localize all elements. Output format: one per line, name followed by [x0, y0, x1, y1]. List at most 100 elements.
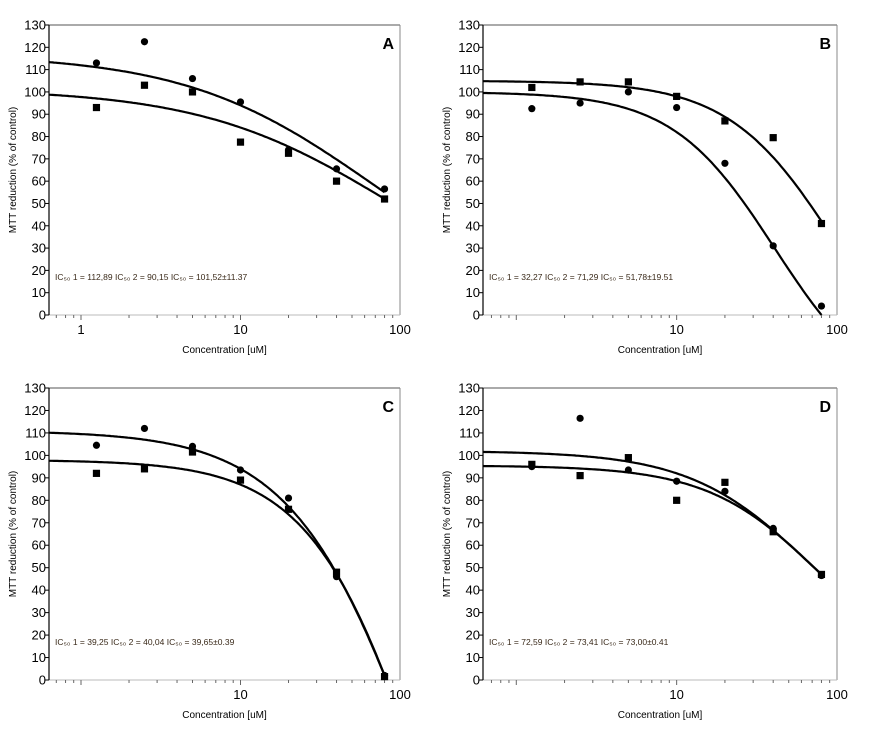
- y-tick-label: 100: [24, 84, 46, 99]
- y-tick-label: 90: [466, 470, 480, 485]
- data-point-square: [236, 138, 245, 146]
- data-point-circle: [721, 487, 729, 495]
- data-point-square: [576, 78, 584, 86]
- panel-label: D: [819, 399, 831, 416]
- y-tick-label: 20: [32, 263, 46, 278]
- y-tick-label: 60: [32, 538, 46, 553]
- data-point-circle: [817, 302, 826, 310]
- data-point-square: [380, 195, 389, 203]
- y-tick-label: 110: [459, 425, 480, 440]
- data-point-circle: [380, 185, 389, 193]
- y-tick-label: 60: [466, 174, 480, 189]
- data-point-square: [236, 476, 245, 484]
- y-tick-label: 30: [32, 241, 46, 256]
- data-point-square: [817, 570, 826, 579]
- data-point-circle: [624, 466, 632, 474]
- data-point-square: [576, 472, 584, 480]
- y-tick-label: 10: [466, 285, 480, 300]
- data-point-square: [92, 103, 101, 112]
- x-tick-label: 10: [233, 687, 247, 702]
- x-tick-label: 100: [826, 322, 848, 337]
- data-point-square: [528, 460, 536, 468]
- data-point-circle: [673, 103, 681, 112]
- y-tick-label: 100: [458, 448, 480, 463]
- y-tick-label: 0: [39, 308, 46, 323]
- data-point-circle: [188, 74, 197, 83]
- x-tick-label: 100: [389, 687, 411, 702]
- panel-label: A: [382, 36, 394, 53]
- y-tick-label: 0: [473, 673, 480, 688]
- x-axis-label: Concentration [uM]: [182, 345, 267, 356]
- ic50-annotation: IC₅₀ 1 = 32,27 IC₅₀ 2 = 71,29 IC₅₀ = 51,…: [489, 272, 673, 282]
- y-tick-label: 110: [459, 62, 480, 77]
- x-tick-label: 10: [233, 322, 247, 337]
- x-tick-label: 10: [669, 687, 683, 702]
- y-tick-label: 90: [466, 107, 480, 122]
- data-point-square: [769, 528, 777, 536]
- data-point-circle: [528, 105, 536, 113]
- y-tick-label: 30: [466, 241, 480, 256]
- y-tick-label: 10: [466, 650, 480, 665]
- y-tick-label: 50: [466, 196, 480, 211]
- y-axis-label: MTT reduction (% of control): [8, 107, 19, 234]
- y-axis-label: MTT reduction (% of control): [8, 471, 19, 598]
- fit-curve-2: [482, 450, 823, 576]
- data-point-square: [188, 448, 197, 456]
- data-point-square: [188, 88, 197, 96]
- y-tick-label: 50: [32, 196, 46, 211]
- data-point-circle: [332, 165, 341, 173]
- data-point-circle: [624, 88, 632, 96]
- data-point-circle: [92, 59, 101, 67]
- y-tick-label: 0: [473, 308, 480, 323]
- y-tick-label: 120: [458, 403, 480, 418]
- ic50-annotation: IC₅₀ 1 = 72,59 IC₅₀ 2 = 73,41 IC₅₀ = 73,…: [489, 637, 669, 647]
- fit-curve-1: [482, 464, 823, 576]
- y-tick-label: 120: [24, 403, 46, 418]
- data-point-circle: [721, 159, 729, 167]
- y-tick-label: 60: [32, 174, 46, 189]
- x-axis-label: Concentration [uM]: [182, 710, 267, 721]
- y-axis-label: MTT reduction (% of control): [442, 107, 453, 234]
- data-point-square: [624, 454, 632, 462]
- data-point-square: [284, 149, 293, 157]
- y-tick-label: 40: [32, 218, 46, 233]
- data-point-square: [673, 496, 681, 504]
- y-tick-label: 80: [32, 129, 46, 144]
- panel-d: 0 10 20 30 40 50 60 70 80 90 100 110 120 130 10 100 Conc…: [442, 381, 848, 722]
- data-point-circle: [92, 441, 101, 449]
- data-point-square: [380, 673, 389, 681]
- y-tick-label: 60: [466, 538, 480, 553]
- y-tick-label: 40: [466, 218, 480, 233]
- x-tick-label: 10: [669, 322, 683, 337]
- y-tick-label: 30: [466, 605, 480, 620]
- y-tick-label: 120: [24, 40, 46, 55]
- data-point-square: [140, 465, 149, 473]
- data-point-square: [769, 134, 777, 142]
- y-tick-label: 80: [466, 129, 480, 144]
- y-tick-label: 50: [32, 560, 46, 575]
- y-tick-label: 120: [458, 40, 480, 55]
- data-point-circle: [188, 442, 197, 450]
- x-axis-label: Concentration [uM]: [618, 345, 703, 356]
- y-tick-label: 20: [466, 263, 480, 278]
- data-point-circle: [576, 99, 584, 107]
- y-tick-label: 30: [32, 605, 46, 620]
- fit-curve-2: [49, 459, 386, 676]
- y-tick-label: 80: [466, 493, 480, 508]
- data-point-square: [284, 505, 293, 513]
- y-tick-label: 90: [32, 107, 46, 122]
- fit-curve-2: [483, 80, 823, 222]
- ic50-annotation: IC₅₀ 1 = 112,89 IC₅₀ 2 = 90,15 IC₅₀ = 10…: [55, 272, 248, 282]
- data-point-circle: [140, 424, 149, 433]
- y-tick-label: 10: [32, 285, 46, 300]
- data-point-square: [528, 83, 536, 92]
- panel-label: B: [819, 36, 831, 53]
- data-point-square: [92, 469, 101, 477]
- y-tick-label: 70: [32, 515, 46, 530]
- y-tick-label: 130: [24, 18, 46, 33]
- y-tick-label: 70: [32, 151, 46, 166]
- data-point-square: [332, 568, 341, 576]
- data-point-square: [332, 177, 341, 185]
